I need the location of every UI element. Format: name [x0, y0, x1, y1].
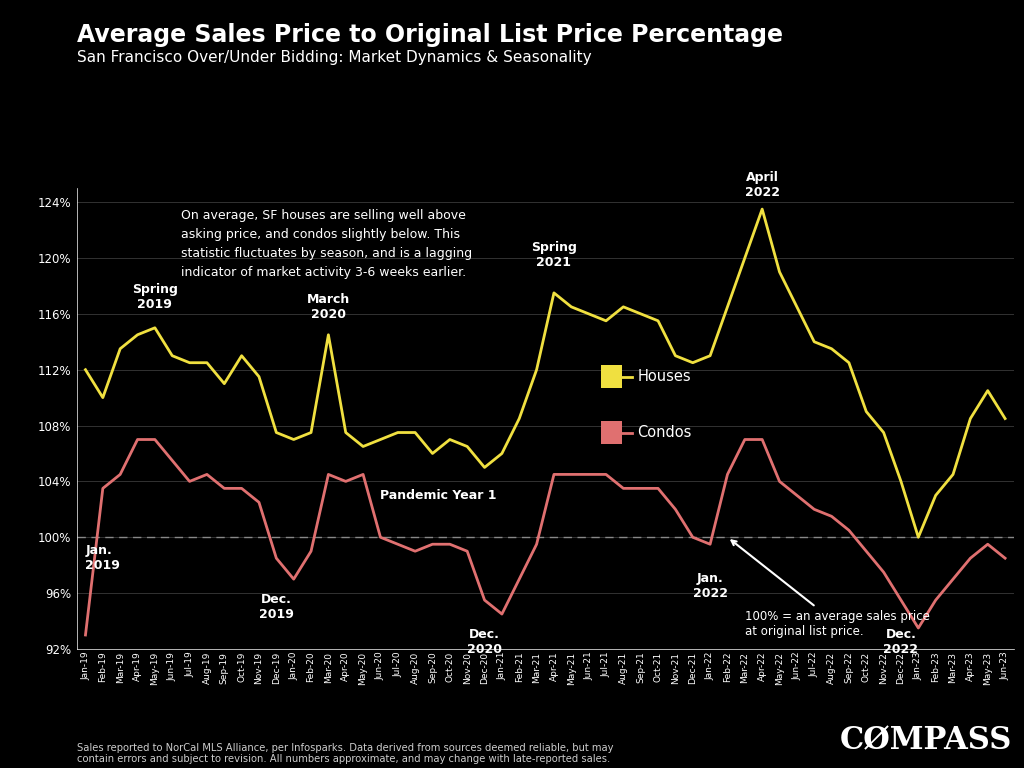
Text: Houses: Houses [637, 369, 691, 384]
Bar [601, 422, 622, 444]
Text: Sales reported to NorCal MLS Alliance, per Infosparks. Data derived from sources: Sales reported to NorCal MLS Alliance, p… [77, 743, 613, 764]
Text: April
2022: April 2022 [744, 171, 779, 200]
Bar [601, 366, 622, 388]
Text: Spring
2021: Spring 2021 [531, 241, 577, 269]
Text: Condos: Condos [637, 425, 691, 440]
Text: Pandemic Year 1: Pandemic Year 1 [381, 489, 497, 502]
Text: Dec.
2022: Dec. 2022 [884, 628, 919, 656]
Text: On average, SF houses are selling well above
asking price, and condos slightly b: On average, SF houses are selling well a… [181, 209, 472, 279]
Text: CØMPASS: CØMPASS [840, 726, 1012, 756]
Text: Jan.
2019: Jan. 2019 [85, 545, 121, 572]
Text: Dec.
2020: Dec. 2020 [467, 628, 502, 656]
Text: March
2020: March 2020 [307, 293, 350, 321]
Text: San Francisco Over/Under Bidding: Market Dynamics & Seasonality: San Francisco Over/Under Bidding: Market… [77, 50, 592, 65]
Text: Average Sales Price to Original List Price Percentage: Average Sales Price to Original List Pri… [77, 23, 782, 47]
Text: Spring
2019: Spring 2019 [132, 283, 178, 311]
Text: Dec.
2019: Dec. 2019 [259, 593, 294, 621]
Text: 100% = an average sales price
at original list price.: 100% = an average sales price at origina… [731, 541, 930, 638]
Text: Jan.
2022: Jan. 2022 [692, 572, 728, 600]
